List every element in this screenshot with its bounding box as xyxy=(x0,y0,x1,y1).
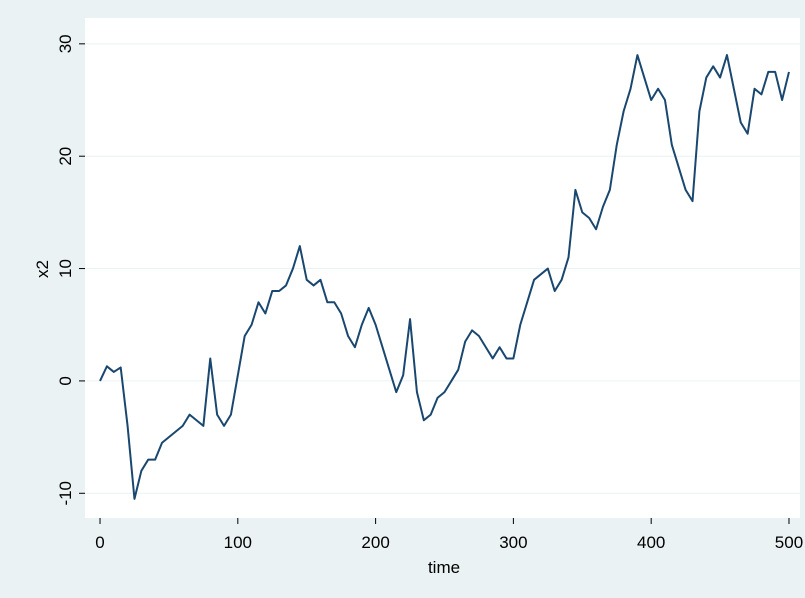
x-axis-label: time xyxy=(428,558,460,577)
x-tick-label: 100 xyxy=(224,533,252,552)
y-tick-label: 30 xyxy=(56,34,75,53)
y-tick-label: 0 xyxy=(56,376,75,385)
x-tick-label: 300 xyxy=(499,533,527,552)
x-tick-label: 200 xyxy=(361,533,389,552)
plot-area xyxy=(85,18,800,518)
x-tick-label: 0 xyxy=(95,533,104,552)
y-tick-label: -10 xyxy=(56,481,75,506)
y-axis-label: x2 xyxy=(33,260,52,278)
y-tick-label: 20 xyxy=(56,147,75,166)
line xyxy=(99,54,790,500)
x-tick-label: 500 xyxy=(775,533,803,552)
y-tick-label: 10 xyxy=(56,259,75,278)
x-tick-label: 400 xyxy=(637,533,665,552)
